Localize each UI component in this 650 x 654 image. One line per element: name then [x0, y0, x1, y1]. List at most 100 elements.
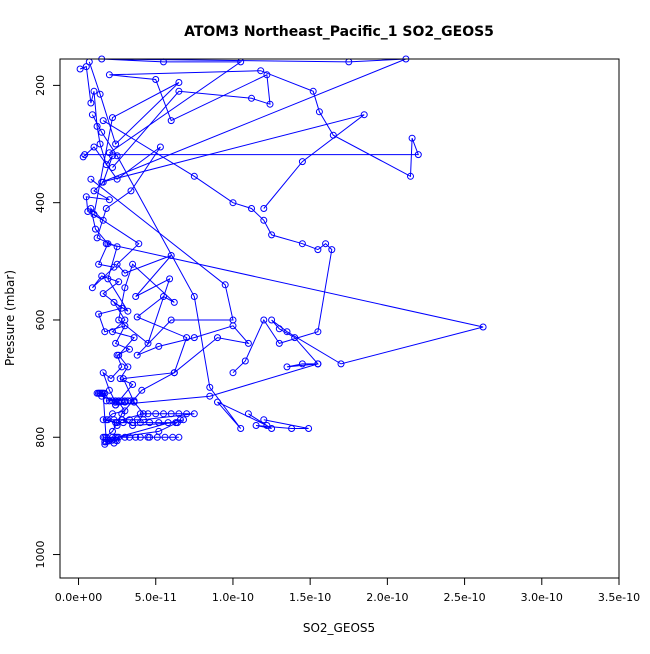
data-point — [167, 410, 175, 418]
x-tick-label: 2.5e-10 — [443, 591, 485, 604]
data-point — [133, 313, 141, 321]
data-point — [183, 410, 191, 418]
data-point — [156, 143, 164, 151]
data-point — [268, 231, 276, 239]
chart-title: ATOM3 Northeast_Pacific_1 SO2_GEOS5 — [184, 24, 494, 40]
data-point — [132, 293, 140, 300]
data-point — [314, 246, 322, 254]
data-point — [314, 360, 322, 368]
data-point — [229, 369, 237, 377]
data-point — [113, 260, 121, 268]
data-point — [102, 433, 110, 441]
data-point — [166, 275, 174, 283]
series-line — [88, 61, 188, 438]
data-point — [81, 151, 89, 159]
data-point — [92, 225, 99, 233]
y-tick-label: 600 — [34, 309, 47, 330]
data-point — [153, 433, 161, 441]
y-tick-label: 800 — [34, 427, 47, 448]
data-point — [90, 187, 98, 195]
data-point — [175, 87, 183, 95]
data-point — [109, 114, 116, 122]
data-point — [121, 316, 129, 324]
data-point — [170, 298, 178, 306]
data-point — [206, 383, 214, 391]
data-point — [119, 419, 127, 427]
data-point — [155, 419, 163, 427]
data-point — [180, 416, 187, 424]
data-point — [90, 210, 98, 218]
data-point — [109, 328, 116, 336]
data-point — [116, 375, 124, 383]
series-10 — [99, 433, 183, 441]
data-point — [183, 334, 191, 342]
data-point — [244, 339, 252, 347]
y-tick-label: 200 — [34, 75, 47, 96]
series-6 — [102, 240, 487, 409]
data-point — [112, 419, 120, 427]
data-point — [121, 284, 129, 292]
series-line — [91, 114, 309, 429]
data-point — [104, 416, 112, 424]
series-line — [84, 70, 420, 178]
data-point — [127, 397, 135, 405]
data-point — [107, 375, 115, 383]
data-point — [138, 386, 146, 394]
data-point — [190, 293, 198, 300]
series-11 — [98, 55, 410, 212]
data-point — [124, 307, 132, 315]
data-point — [314, 328, 322, 336]
data-point — [190, 334, 198, 342]
series-line — [103, 413, 195, 424]
data-point — [104, 275, 112, 283]
x-axis: 0.0e+00 5.0e-11 1.0e-10 1.5e-10 2.0e-10 2.5e-… — [55, 578, 640, 604]
data-point — [152, 76, 160, 83]
data-point — [87, 175, 95, 183]
data-point — [121, 269, 129, 277]
x-tick-label: 2.0e-10 — [366, 591, 408, 604]
y-tick-label: 1000 — [34, 541, 47, 569]
data-point — [260, 316, 268, 324]
data-point — [214, 334, 221, 342]
data-point — [161, 433, 169, 441]
data-point — [102, 240, 110, 248]
data-point — [129, 419, 137, 427]
data-point — [305, 425, 313, 432]
y-axis: 200 400 600 800 1000 — [34, 75, 60, 569]
data-point — [170, 369, 178, 377]
data-point — [96, 90, 104, 98]
data-point — [105, 71, 113, 79]
y-axis-label: Pressure (mbar) — [3, 270, 17, 366]
data-point — [87, 205, 95, 212]
data-point — [136, 419, 144, 427]
series-3 — [88, 111, 313, 432]
data-point — [93, 234, 101, 242]
data-point — [95, 260, 103, 268]
x-axis-label: SO2_GEOS5 — [303, 621, 375, 635]
data-point — [221, 281, 229, 289]
data-point — [263, 71, 271, 79]
data-point — [257, 67, 265, 75]
plot-frame — [59, 58, 620, 579]
data-point — [266, 100, 274, 108]
series-line — [106, 243, 484, 406]
data-point — [298, 360, 306, 368]
data-point — [99, 433, 107, 441]
data-point — [98, 178, 106, 186]
data-point — [95, 310, 103, 318]
data-point — [90, 87, 98, 95]
data-point — [283, 328, 291, 336]
data-point — [99, 290, 107, 298]
x-tick-label: 1.0e-10 — [212, 591, 254, 604]
series-layer — [76, 55, 487, 448]
data-point — [124, 363, 132, 371]
x-tick-label: 3.0e-10 — [521, 591, 563, 604]
data-point — [99, 389, 107, 397]
x-tick-label: 3.5e-10 — [598, 591, 640, 604]
data-point — [133, 351, 141, 359]
series-line — [102, 120, 333, 374]
data-point — [167, 316, 175, 324]
data-point — [172, 419, 180, 427]
data-point — [129, 260, 137, 268]
